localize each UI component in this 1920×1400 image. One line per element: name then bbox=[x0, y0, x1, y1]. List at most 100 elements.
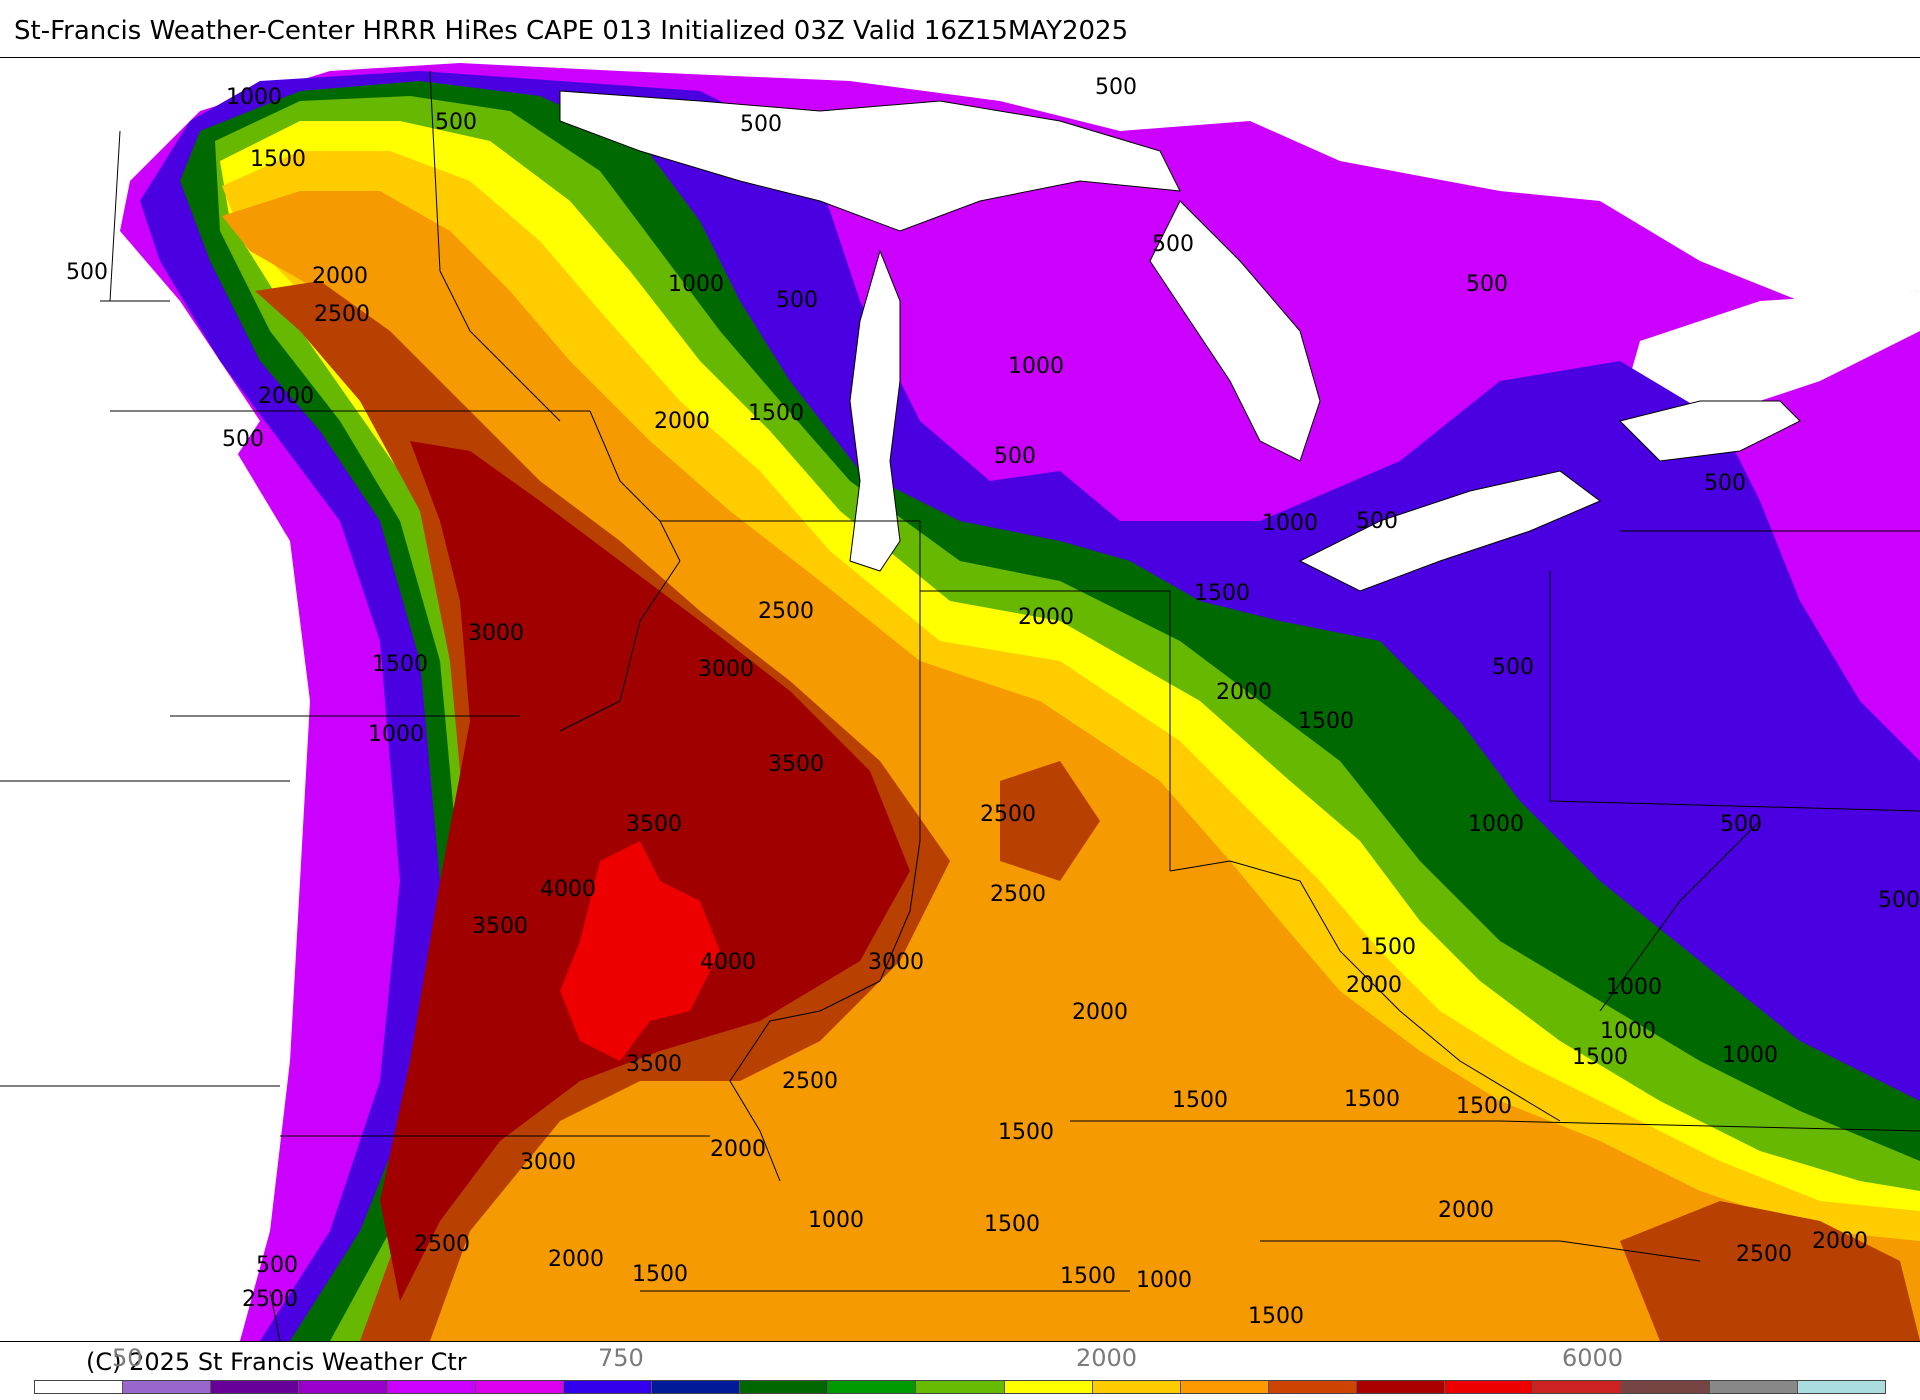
contour-label: 2000 bbox=[1072, 1000, 1128, 1025]
contour-label: 1000 bbox=[1136, 1268, 1192, 1293]
contour-label: 500 bbox=[222, 427, 264, 452]
contour-label: 2500 bbox=[314, 302, 370, 327]
contour-label: 500 bbox=[1704, 471, 1746, 496]
contour-label: 2500 bbox=[414, 1232, 470, 1257]
colorbar-tick-label: 6000 bbox=[1562, 1344, 1624, 1372]
state-borders bbox=[0, 70, 1920, 1341]
colorbar-segment bbox=[563, 1381, 652, 1393]
contour-label: 500 bbox=[1466, 272, 1508, 297]
colorbar-segment bbox=[387, 1381, 476, 1393]
contour-label: 500 bbox=[994, 444, 1036, 469]
contour-label: 2000 bbox=[312, 264, 368, 289]
contour-label: 4000 bbox=[540, 877, 596, 902]
contour-label: 500 bbox=[435, 110, 477, 135]
contour-label: 3000 bbox=[868, 950, 924, 975]
contour-label: 1500 bbox=[1456, 1094, 1512, 1119]
fill-none-west bbox=[0, 61, 100, 231]
contour-label: 2500 bbox=[242, 1287, 298, 1312]
contour-label: 1500 bbox=[1172, 1088, 1228, 1113]
contour-label: 2000 bbox=[548, 1247, 604, 1272]
contour-label: 2500 bbox=[980, 802, 1036, 827]
contour-label: 1500 bbox=[1248, 1304, 1304, 1329]
contour-label: 2500 bbox=[782, 1069, 838, 1094]
colorbar-segment bbox=[1092, 1381, 1181, 1393]
colorbar-segment bbox=[1621, 1381, 1710, 1393]
contour-label: 1500 bbox=[250, 147, 306, 172]
colorbar-segment bbox=[1709, 1381, 1798, 1393]
fill-c2500-se bbox=[1620, 1201, 1920, 1341]
colorbar-segment bbox=[916, 1381, 1005, 1393]
contour-label: 2500 bbox=[758, 599, 814, 624]
cape-map[interactable]: 1000 500 500 500 1500 500 2000 2500 1000… bbox=[0, 57, 1920, 1342]
contour-label: 1500 bbox=[1344, 1087, 1400, 1112]
contour-label: 1500 bbox=[632, 1262, 688, 1287]
contour-label: 500 bbox=[66, 260, 108, 285]
contour-label: 3000 bbox=[468, 621, 524, 646]
colorbar-tick-label: 2000 bbox=[1076, 1344, 1138, 1372]
colorbar-tick-label: 50 bbox=[112, 1344, 143, 1372]
contour-label: 2500 bbox=[990, 882, 1046, 907]
colorbar-segment bbox=[211, 1381, 300, 1393]
cape-fill-layer bbox=[0, 58, 1920, 1341]
contour-label: 1500 bbox=[1298, 709, 1354, 734]
contour-label: 1500 bbox=[998, 1120, 1054, 1145]
colorbar-segment bbox=[1180, 1381, 1269, 1393]
lakes bbox=[559, 90, 1801, 592]
contour-label: 3500 bbox=[626, 1052, 682, 1077]
contour-label: 1000 bbox=[226, 85, 282, 110]
contour-label: 2000 bbox=[1346, 973, 1402, 998]
cape-map-svg: 1000 500 500 500 1500 500 2000 2500 1000… bbox=[0, 58, 1920, 1341]
colorbar-segment bbox=[1268, 1381, 1358, 1393]
lake-ontario bbox=[1619, 400, 1801, 462]
contour-label: 1500 bbox=[1572, 1045, 1628, 1070]
contour-labels: 1000 500 500 500 1500 500 2000 2500 1000… bbox=[66, 75, 1920, 1329]
copyright-text: (C) 2025 St Francis Weather Ctr bbox=[86, 1348, 467, 1376]
contour-label: 1000 bbox=[1262, 511, 1318, 536]
contour-label: 2000 bbox=[1438, 1198, 1494, 1223]
colorbar-segment bbox=[1797, 1381, 1885, 1393]
colorbar-segment bbox=[1357, 1381, 1446, 1393]
contour-label: 3000 bbox=[698, 657, 754, 682]
colorbar-segment bbox=[299, 1381, 388, 1393]
contour-label: 1000 bbox=[668, 272, 724, 297]
contour-label: 500 bbox=[776, 288, 818, 313]
fill-none-west2 bbox=[0, 391, 310, 1341]
contour-label: 2500 bbox=[1736, 1242, 1792, 1267]
contour-label: 2000 bbox=[1018, 605, 1074, 630]
contour-label: 2000 bbox=[1216, 680, 1272, 705]
contour-label: 500 bbox=[1720, 812, 1762, 837]
contour-label: 3500 bbox=[768, 752, 824, 777]
colorbar-segment bbox=[475, 1381, 564, 1393]
contour-label: 500 bbox=[1356, 509, 1398, 534]
contour-label: 2000 bbox=[1812, 1229, 1868, 1254]
contour-label: 1000 bbox=[1722, 1043, 1778, 1068]
contour-label: 3500 bbox=[626, 812, 682, 837]
lake-superior bbox=[559, 90, 1181, 232]
lake-huron bbox=[1149, 200, 1321, 462]
fill-c2500-mid bbox=[1000, 761, 1100, 881]
contour-label: 1500 bbox=[372, 652, 428, 677]
contour-label: 2000 bbox=[654, 409, 710, 434]
colorbar-segment bbox=[123, 1381, 212, 1393]
contour-label: 500 bbox=[1878, 888, 1920, 913]
contour-label: 2000 bbox=[258, 384, 314, 409]
contour-label: 1000 bbox=[1600, 1019, 1656, 1044]
fill-none-east bbox=[1620, 291, 1920, 421]
colorbar-segment bbox=[35, 1381, 124, 1393]
contour-label: 3500 bbox=[472, 914, 528, 939]
contour-label: 500 bbox=[1492, 655, 1534, 680]
contour-label: 1000 bbox=[368, 722, 424, 747]
contour-label: 1000 bbox=[1468, 812, 1524, 837]
cape-colorbar bbox=[34, 1380, 1886, 1394]
contour-label: 1000 bbox=[1008, 354, 1064, 379]
contour-label: 1500 bbox=[984, 1212, 1040, 1237]
colorbar-segment bbox=[828, 1381, 917, 1393]
contour-label: 500 bbox=[1095, 75, 1137, 100]
contour-label: 1500 bbox=[1194, 581, 1250, 606]
contour-label: 1500 bbox=[748, 401, 804, 426]
contour-label: 500 bbox=[256, 1253, 298, 1278]
lake-michigan bbox=[849, 249, 901, 572]
contour-label: 4000 bbox=[700, 950, 756, 975]
fill-none-nw bbox=[30, 301, 190, 441]
contour-label: 1500 bbox=[1360, 935, 1416, 960]
